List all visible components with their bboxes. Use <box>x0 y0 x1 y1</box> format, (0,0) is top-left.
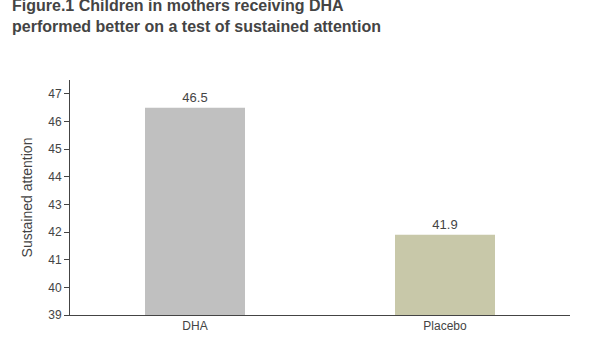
svg-text:Figure.1 Children in mothers r: Figure.1 Children in mothers receiving D… <box>12 0 381 35</box>
svg-text:DHA: DHA <box>182 319 207 333</box>
svg-text:44: 44 <box>48 170 62 184</box>
svg-text:42: 42 <box>48 225 62 239</box>
svg-text:47: 47 <box>48 87 62 101</box>
svg-text:41.9: 41.9 <box>432 217 457 232</box>
svg-text:46: 46 <box>48 115 62 129</box>
svg-text:39: 39 <box>48 308 62 322</box>
svg-text:40: 40 <box>48 281 62 295</box>
svg-text:Sustained attention: Sustained attention <box>19 138 35 258</box>
svg-text:Placebo: Placebo <box>423 319 467 333</box>
svg-text:43: 43 <box>48 198 62 212</box>
svg-text:41: 41 <box>48 253 62 267</box>
svg-text:45: 45 <box>48 142 62 156</box>
svg-text:46.5: 46.5 <box>182 90 207 105</box>
